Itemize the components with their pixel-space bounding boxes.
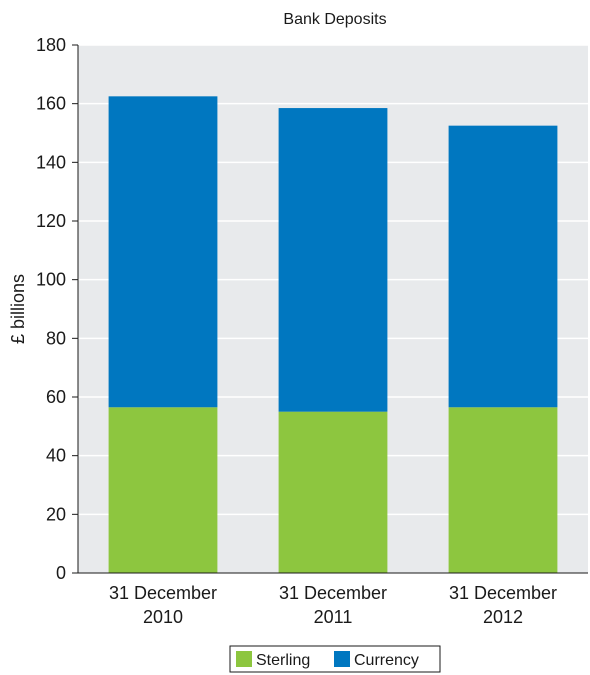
legend-label-sterling: Sterling xyxy=(256,652,310,669)
y-tick-label-100: 100 xyxy=(36,270,66,290)
y-tick-label-80: 80 xyxy=(46,328,66,348)
y-axis-label: £ billions xyxy=(8,274,28,344)
y-tick-label-120: 120 xyxy=(36,211,66,231)
bar-sterling-1 xyxy=(108,407,218,573)
bars xyxy=(108,96,558,573)
chart-title: Bank Deposits xyxy=(283,11,386,28)
x-axis-labels: 31 December 2010 31 December 2011 31 Decembe… xyxy=(109,583,557,627)
bar-sterling-3 xyxy=(448,407,558,573)
legend: Sterling Currency xyxy=(229,645,441,673)
x-label-3-line-1: 31 December xyxy=(449,583,557,603)
bar-currency-2 xyxy=(278,108,388,412)
x-label-1-line-1: 31 December xyxy=(109,583,217,603)
legend-swatch-currency xyxy=(334,651,350,667)
y-tick-label-40: 40 xyxy=(46,446,66,466)
y-tick-label-60: 60 xyxy=(46,387,66,407)
x-label-2-line-2: 2011 xyxy=(314,607,353,627)
y-tick-label-20: 20 xyxy=(46,504,66,524)
y-axis-ticks: 0 20 40 60 80 100 120 140 160 180 xyxy=(36,35,78,583)
bar-sterling-2 xyxy=(278,411,388,573)
y-tick-label-160: 160 xyxy=(36,94,66,114)
bar-currency-3 xyxy=(448,125,558,408)
bar-currency-1 xyxy=(108,96,218,408)
x-label-2-line-1: 31 December xyxy=(279,583,387,603)
x-label-3-line-2: 2012 xyxy=(483,607,523,627)
y-tick-label-0: 0 xyxy=(56,563,66,583)
y-tick-label-180: 180 xyxy=(36,35,66,55)
y-tick-label-140: 140 xyxy=(36,152,66,172)
legend-swatch-sterling xyxy=(236,651,252,667)
legend-label-currency: Currency xyxy=(354,652,419,669)
x-label-1-line-2: 2010 xyxy=(143,607,183,627)
